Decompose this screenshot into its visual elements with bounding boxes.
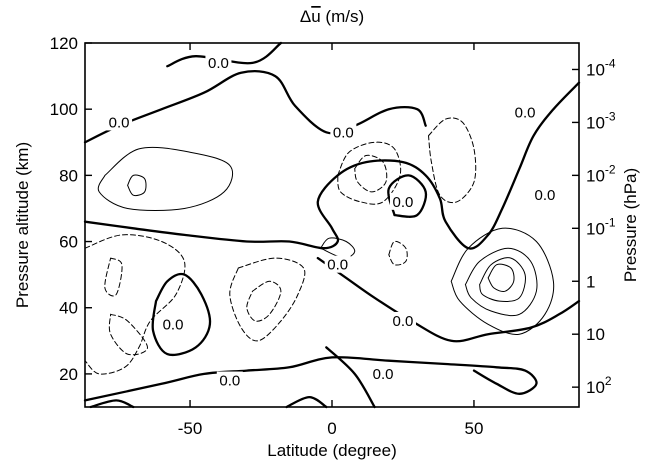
contour-positive-15: [479, 257, 526, 302]
contour-negative-20: [229, 257, 306, 342]
y-tick-label-2: 60: [59, 233, 78, 252]
zero-label-bg-3: [512, 103, 539, 121]
y-axis-right: 102 10 1 10-1 10-2 10-3 10-4: [572, 56, 616, 397]
zero-label-3: 0.0: [515, 104, 536, 121]
contour-zero-3: [83, 356, 538, 402]
contour-negative-24: [428, 117, 477, 204]
zero-label-1: 0.0: [109, 114, 130, 131]
y2-tick-label-6: 10-4: [586, 56, 616, 79]
zero-label-bg-10: [370, 364, 397, 382]
y-tick-label-0: 20: [59, 365, 78, 384]
contour-zero-9: [325, 346, 376, 409]
contour-negative-17: [84, 234, 186, 375]
zero-label-bg-2: [330, 123, 357, 141]
y2-tick-label-1: 10: [586, 325, 605, 344]
y2-tick-label-0: 102: [586, 374, 612, 397]
contour-negative-21: [246, 280, 282, 322]
contour-negative-22: [337, 141, 402, 205]
y2-tick-label-5: 10-3: [586, 109, 616, 132]
x-axis-label: Latitude (degree): [267, 441, 396, 460]
y2-tick-label-4: 10-2: [586, 162, 616, 185]
contour-zero-6: [387, 174, 428, 218]
zero-label-6: 0.0: [327, 257, 348, 274]
contour-zero-7: [89, 399, 135, 409]
zero-label-4: 0.0: [393, 194, 414, 211]
x-tick-label-0: -50: [178, 419, 203, 438]
zero-label-bg-6: [324, 255, 351, 273]
y-axis-left: 20 40 60 80 100 120: [50, 34, 92, 384]
y2-tick-label-3: 10-1: [586, 215, 616, 238]
zero-label-10: 0.0: [373, 366, 394, 383]
x-axis: -50 0 50: [178, 43, 483, 438]
zero-label-2: 0.0: [333, 124, 354, 141]
y2-tick-label-2: 1: [586, 272, 595, 291]
zero-label-bg-7: [389, 311, 416, 329]
contour-negative-18: [104, 257, 123, 297]
contour-zero-1: [83, 81, 581, 250]
zero-label-bg-9: [216, 371, 243, 389]
contour-negative-19: [108, 313, 148, 356]
contour-positive-14: [464, 247, 538, 317]
contour-zero-8: [285, 395, 328, 409]
zero-label-5: 0.0: [535, 187, 556, 204]
contour-zero-4: [151, 272, 212, 357]
contour-negative-25: [388, 240, 408, 266]
chart-title: Δu (m/s): [300, 7, 364, 26]
zero-label-bg-0: [205, 53, 232, 71]
zero-label-7: 0.0: [393, 313, 414, 330]
zero-label-bg-1: [106, 113, 133, 131]
contour-zero-5: [316, 256, 581, 343]
y-axis-label: Pressure altitude (km): [13, 142, 32, 308]
y-tick-label-5: 120: [50, 34, 78, 53]
y2-axis-label: Pressure (hPa): [621, 168, 640, 282]
x-tick-label-1: 0: [327, 419, 336, 438]
x-tick-label-2: 50: [464, 419, 483, 438]
contour-positive-10: [97, 146, 234, 212]
zero-contour-labels: 0.0 0.0 0.0 0.0 0.0 0.0 0.0 0.0 0.0 0.0 0.0: [106, 53, 558, 390]
contour-zero-0: [83, 70, 427, 144]
zero-label-9: 0.0: [219, 373, 240, 390]
zero-label-bg-8: [160, 315, 187, 333]
zero-label-8: 0.0: [163, 316, 184, 333]
contour-negative-23: [354, 154, 388, 193]
zero-label-0: 0.0: [208, 55, 229, 72]
zero-label-bg-4: [389, 192, 416, 210]
contour-lines: [83, 41, 581, 409]
y-tick-label-1: 40: [59, 299, 78, 318]
zero-label-bg-5: [531, 186, 558, 204]
contour-positive-16: [487, 263, 515, 292]
y-tick-label-3: 80: [59, 166, 78, 185]
y-tick-label-4: 100: [50, 100, 78, 119]
contour-positive-13: [450, 227, 555, 335]
contour-positive-11: [127, 174, 147, 197]
